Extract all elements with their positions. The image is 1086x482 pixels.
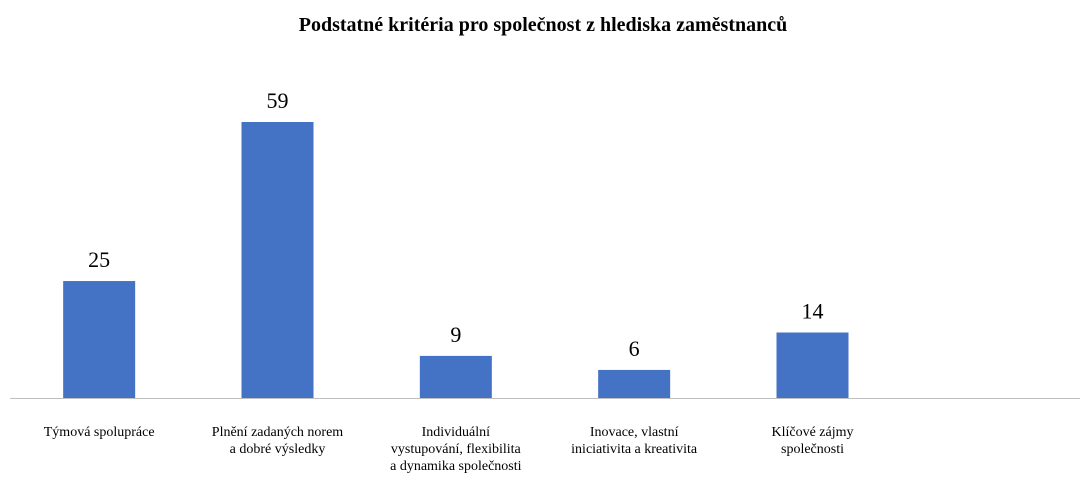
data-label: 9 bbox=[450, 322, 461, 347]
data-label: 25 bbox=[88, 247, 110, 272]
data-label: 14 bbox=[802, 299, 824, 324]
bar bbox=[241, 122, 314, 398]
bar bbox=[63, 281, 136, 398]
x-tick-label: Plnění zadaných norem a dobré výsledky bbox=[211, 425, 344, 457]
x-tick-label: Týmová spolupráce bbox=[43, 425, 155, 440]
x-tick-label: Klíčové zájmy společnosti bbox=[771, 425, 854, 457]
bar bbox=[598, 369, 671, 398]
data-label: 6 bbox=[629, 336, 640, 361]
x-tick-label: Individuální vystupování, flexibilita a … bbox=[390, 425, 522, 474]
x-tick-label: Inovace, vlastní iniciativita a kreativi… bbox=[571, 425, 698, 457]
bar bbox=[419, 355, 492, 398]
chart-title: Podstatné kritéria pro společnost z hled… bbox=[298, 14, 788, 36]
bar bbox=[776, 332, 849, 398]
data-label: 59 bbox=[267, 88, 289, 113]
